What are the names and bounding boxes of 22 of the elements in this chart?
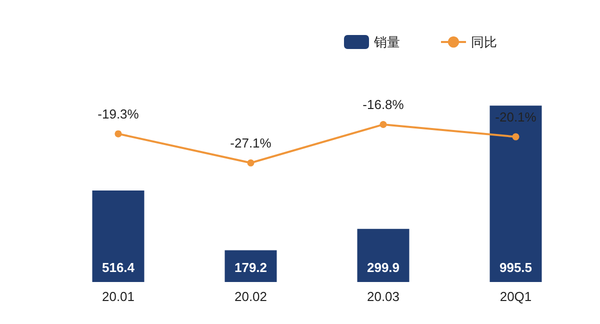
data-label: 995.5 — [499, 260, 532, 275]
legend-label: 同比 — [471, 34, 497, 50]
point — [114, 130, 122, 138]
bar — [357, 228, 410, 282]
x-tick-label: 20.03 — [366, 289, 400, 304]
bar — [224, 250, 277, 282]
x-tick-label: 20.02 — [234, 289, 268, 304]
data-label: 516.4 — [102, 260, 136, 275]
x-tick-label: 20Q1 — [500, 289, 532, 304]
data-label: -27.1% — [230, 135, 272, 150]
x-tick-label: 20.01 — [102, 289, 135, 304]
bar — [92, 190, 144, 282]
data-label: -19.3% — [98, 106, 140, 122]
bar — [490, 106, 542, 282]
point — [380, 120, 387, 128]
data-label: -16.8% — [362, 96, 404, 112]
data-label: 299.9 — [366, 260, 400, 275]
point — [512, 133, 520, 140]
point — [247, 159, 254, 166]
data-label: 179.2 — [234, 260, 268, 275]
data-label: -20.1% — [495, 109, 537, 124]
legend-label: 销量 — [373, 34, 400, 50]
